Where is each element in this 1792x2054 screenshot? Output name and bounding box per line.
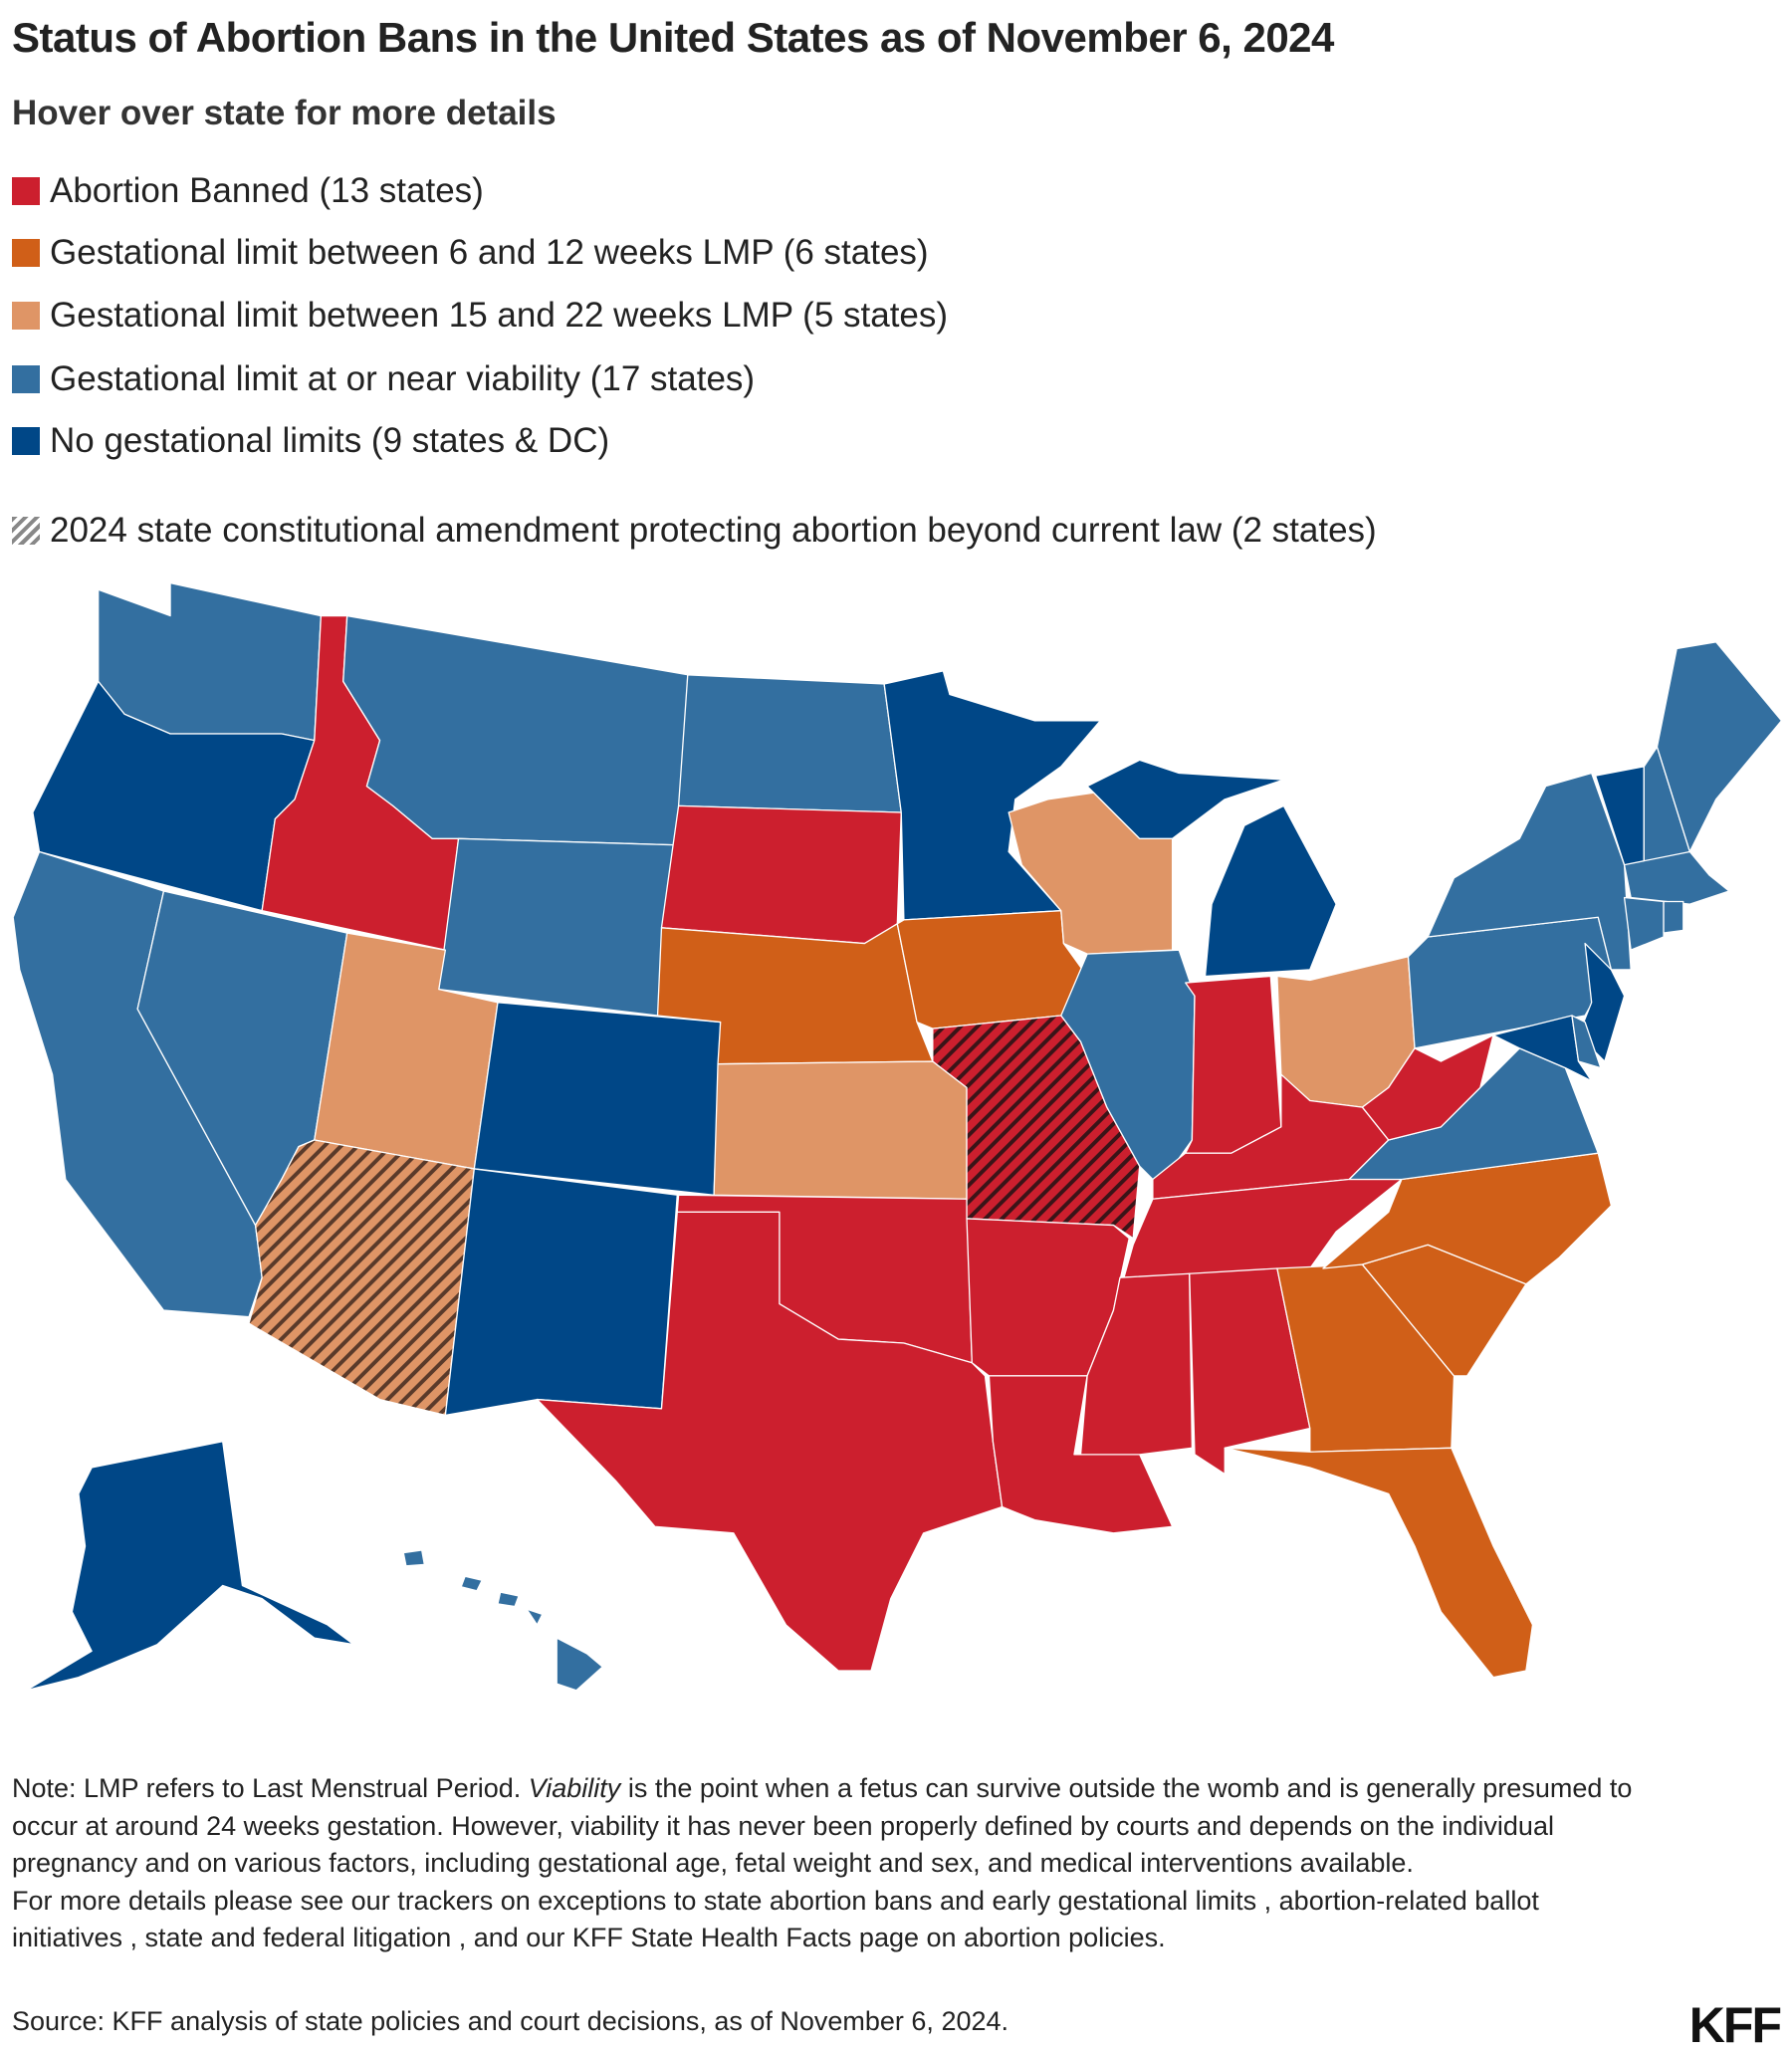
state-ak[interactable] xyxy=(25,1441,354,1692)
legend-label: No gestational limits (9 states & DC) xyxy=(50,421,610,460)
state-nm[interactable] xyxy=(444,1168,678,1417)
legend-swatch xyxy=(12,177,40,205)
state-ny[interactable] xyxy=(1427,772,1632,971)
state-ia[interactable] xyxy=(896,910,1088,1029)
legend-item-amendment: 2024 state constitutional amendment prot… xyxy=(12,511,1377,551)
note-rest: is the point when a fetus can survive ou… xyxy=(12,1773,1633,1878)
state-sd[interactable] xyxy=(660,804,902,945)
legend-swatch xyxy=(12,302,40,330)
legend-item-viability: Gestational limit at or near viability (… xyxy=(12,359,755,399)
state-nd[interactable] xyxy=(677,674,902,813)
state-hi[interactable] xyxy=(402,1549,425,1567)
legend-item-6-12-weeks: Gestational limit between 6 and 12 weeks… xyxy=(12,233,929,273)
state-il[interactable] xyxy=(1060,949,1196,1187)
state-tx[interactable] xyxy=(536,1211,1004,1672)
chart-subtitle: Hover over state for more details xyxy=(12,94,557,132)
hatch-swatch xyxy=(12,517,40,545)
legend-swatch xyxy=(12,239,40,267)
state-fl[interactable] xyxy=(1224,1447,1534,1679)
state-nj[interactable] xyxy=(1577,942,1626,1062)
state-de[interactable] xyxy=(1571,1015,1602,1069)
state-az[interactable] xyxy=(248,1139,475,1417)
state-ri[interactable] xyxy=(1663,900,1684,934)
state-hi[interactable] xyxy=(497,1591,520,1608)
legend-label: Gestational limit at or near viability (… xyxy=(50,359,756,398)
state-co[interactable] xyxy=(473,1002,722,1196)
legend-item-15-22-weeks: Gestational limit between 15 and 22 week… xyxy=(12,296,948,336)
legend-label: Gestational limit between 15 and 22 week… xyxy=(50,296,949,335)
state-ks[interactable] xyxy=(713,1060,968,1200)
state-mn[interactable] xyxy=(883,670,1101,921)
note-prefix: Note: LMP refers to Last Menstrual Perio… xyxy=(12,1773,529,1803)
note-italic: Viability xyxy=(528,1773,621,1803)
source-text: Source: KFF analysis of state policies a… xyxy=(12,2006,1009,2036)
legend-swatch xyxy=(12,365,40,393)
state-hi[interactable] xyxy=(460,1575,483,1592)
state-nc[interactable] xyxy=(1322,1152,1613,1285)
state-in[interactable] xyxy=(1185,975,1282,1154)
more-details-text: For more details please see our trackers… xyxy=(12,1885,1539,1953)
legend-swatch xyxy=(12,427,40,455)
notes: Note: LMP refers to Last Menstrual Perio… xyxy=(12,1770,1645,1957)
legend-label: Gestational limit between 6 and 12 weeks… xyxy=(50,233,929,272)
state-hi[interactable] xyxy=(556,1637,603,1692)
state-mi[interactable] xyxy=(1086,759,1285,839)
state-hi[interactable] xyxy=(526,1608,544,1626)
legend-label: Abortion Banned (13 states) xyxy=(50,171,484,210)
chart-title: Status of Abortion Bans in the United St… xyxy=(12,14,1334,61)
note-text: Note: LMP refers to Last Menstrual Perio… xyxy=(12,1770,1645,1883)
legend-item-banned: Abortion Banned (13 states) xyxy=(12,171,484,211)
kff-logo: KFF xyxy=(1688,1997,1782,2053)
state-wy[interactable] xyxy=(438,837,682,1017)
state-mi[interactable] xyxy=(1204,804,1337,978)
legend-item-no-limits: No gestational limits (9 states & DC) xyxy=(12,421,609,461)
state-ct[interactable] xyxy=(1623,896,1665,951)
legend-label: 2024 state constitutional amendment prot… xyxy=(50,511,1377,550)
